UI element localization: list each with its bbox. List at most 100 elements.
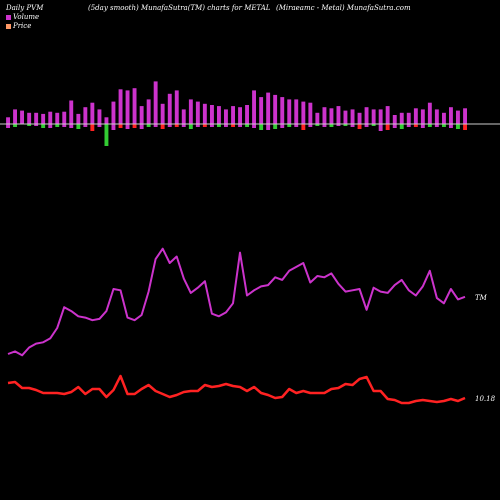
volume-bar — [364, 107, 369, 124]
legend-volume: Volume — [6, 13, 39, 21]
legend-price-label: Price — [13, 22, 32, 30]
volume-bar — [245, 105, 249, 124]
volume-bar — [210, 105, 214, 124]
volume-bar-negative — [252, 124, 256, 128]
volume-bar — [83, 107, 88, 124]
volume-bar — [188, 99, 193, 124]
volume-bar-negative — [6, 124, 10, 128]
volume-bar-negative — [322, 124, 327, 127]
volume-bar — [308, 102, 313, 124]
chart-title-left: Daily PVM — [6, 4, 44, 12]
volume-bar-negative — [41, 124, 46, 128]
volume-bar — [20, 110, 24, 124]
volume-bar — [315, 112, 320, 124]
volume-bar — [153, 81, 158, 124]
pvm-end-label: TM — [475, 294, 488, 302]
chart-title-middle: (5day smooth) MunafaSutra(TM) charts for… — [88, 4, 271, 12]
volume-bar-negative — [259, 124, 264, 130]
volume-bar — [259, 97, 264, 124]
volume-bar-negative — [463, 124, 467, 130]
volume-bar-negative — [76, 124, 81, 129]
volume-bar — [27, 112, 32, 124]
volume-bar-negative — [167, 124, 172, 127]
volume-bar — [69, 100, 74, 124]
volume-bar-negative — [442, 124, 446, 127]
volume-bar-negative — [174, 124, 179, 127]
volume-bar-negative — [48, 124, 53, 128]
volume-bar-negative — [280, 124, 285, 128]
volume-bar-negative — [399, 124, 404, 129]
volume-bar-negative — [315, 124, 320, 126]
volume-bar-negative — [456, 124, 460, 129]
volume-bar — [174, 90, 179, 124]
volume-bar — [287, 99, 292, 124]
volume-bar — [427, 102, 432, 124]
volume-bar-negative — [153, 124, 158, 127]
volume-bar — [125, 90, 130, 124]
volume-bar — [55, 112, 60, 124]
volume-bar — [118, 89, 123, 124]
volume-bar — [449, 107, 453, 124]
price-line — [7, 374, 466, 405]
volume-bar — [406, 112, 411, 124]
volume-bar — [139, 106, 144, 124]
volume-bar — [266, 92, 271, 124]
pvm-line — [7, 247, 466, 357]
volume-bar — [442, 112, 446, 124]
chart-title-right: (Miraeamc - Metal) MunafaSutra.com — [276, 4, 411, 12]
volume-bar-negative — [34, 124, 39, 126]
volume-bar-negative — [336, 124, 341, 126]
volume-bar-negative — [195, 124, 200, 127]
volume-bar-negative — [69, 124, 74, 128]
volume-bar — [62, 111, 67, 124]
volume-bar — [420, 109, 425, 124]
volume-bar-negative — [111, 124, 116, 130]
volume-bar-negative — [202, 124, 207, 127]
volume-bar-negative — [224, 124, 228, 127]
volume-bar-negative — [210, 124, 214, 127]
volume-bar — [385, 106, 390, 124]
volume-bar — [238, 107, 242, 124]
volume-bars — [6, 81, 467, 146]
volume-bar-negative — [132, 124, 137, 128]
volume-bar — [41, 113, 46, 124]
volume-bar — [195, 101, 200, 124]
volume-bar-negative — [90, 124, 95, 131]
volume-bar-negative — [350, 124, 355, 127]
volume-bar-negative — [308, 124, 313, 127]
volume-bar-negative — [83, 124, 88, 127]
volume-bar — [97, 109, 102, 124]
volume-bar — [146, 99, 151, 124]
volume-bar — [34, 112, 39, 124]
volume-bar-negative — [118, 124, 123, 128]
volume-bar — [280, 97, 285, 124]
volume-bar — [322, 107, 327, 124]
volume-bar — [413, 108, 418, 124]
volume-bar — [104, 117, 109, 124]
volume-bar-negative — [160, 124, 165, 129]
volume-bar-negative — [273, 124, 278, 129]
legend-price: Price — [6, 22, 31, 30]
volume-bar-negative — [181, 124, 186, 127]
volume-bar-negative — [27, 124, 32, 126]
volume-bar — [392, 115, 397, 124]
legend-volume-label: Volume — [13, 13, 40, 21]
volume-bar — [343, 110, 348, 124]
volume-bar — [456, 110, 460, 124]
volume-bar-negative — [62, 124, 67, 127]
volume-bar-negative — [245, 124, 249, 127]
volume-bar-negative — [104, 124, 109, 146]
volume-bar-negative — [378, 124, 383, 131]
volume-bar — [357, 112, 362, 124]
volume-bar — [329, 108, 334, 124]
volume-bar — [252, 90, 256, 124]
volume-bar — [231, 106, 235, 124]
price-end-label: 10.18 — [475, 395, 496, 403]
volume-bar-negative — [13, 124, 17, 127]
volume-bar-negative — [329, 124, 334, 127]
volume-bar — [399, 112, 404, 124]
volume-bar-negative — [406, 124, 411, 127]
volume-bar-negative — [301, 124, 306, 130]
legend-price-swatch — [6, 23, 11, 29]
volume-bar-negative — [231, 124, 235, 127]
